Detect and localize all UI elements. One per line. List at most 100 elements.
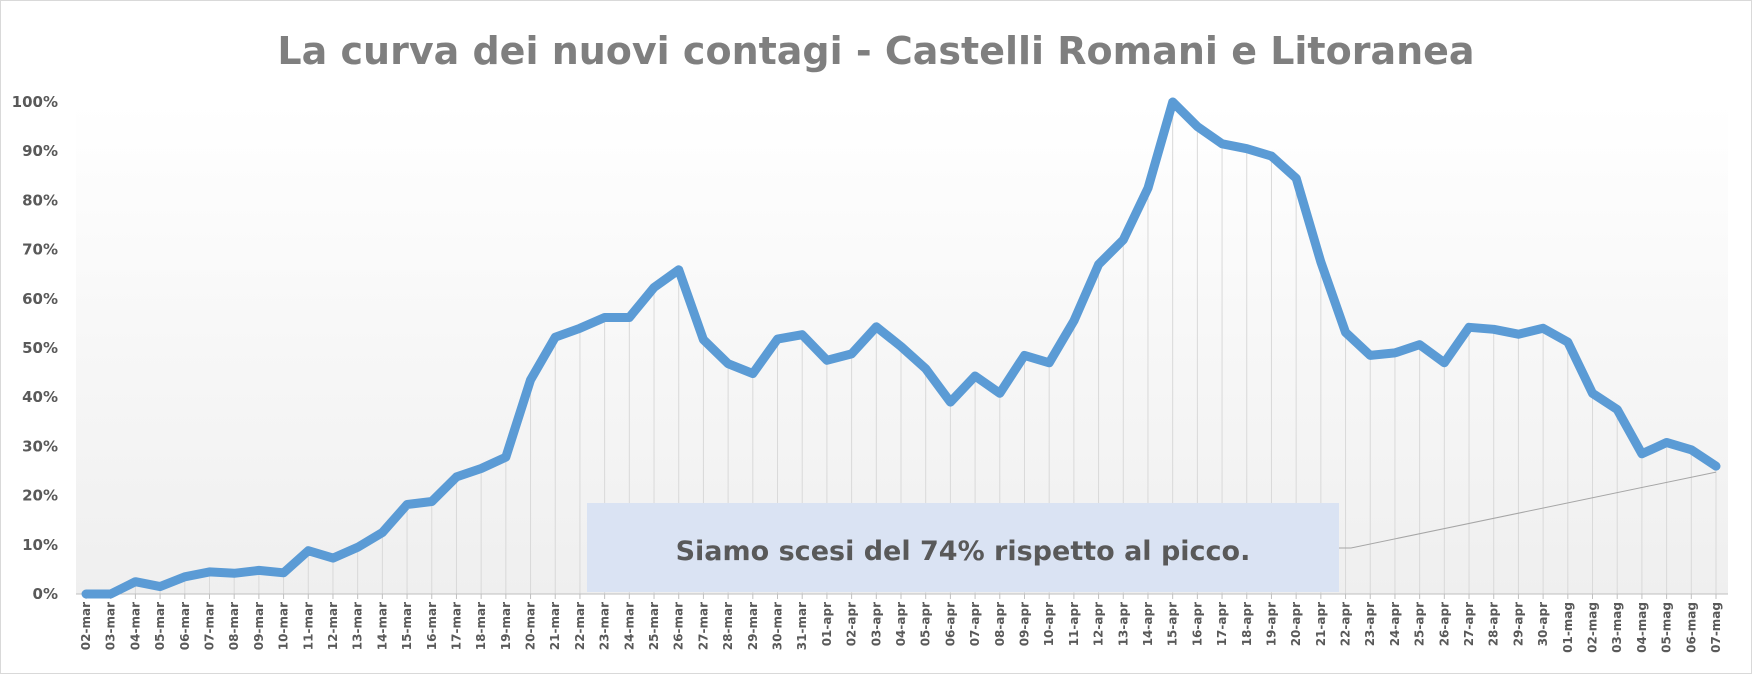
data-point — [1319, 260, 1323, 264]
x-tick-label: 06-mag — [1684, 602, 1698, 653]
x-tick-label: 25-mar — [647, 602, 661, 650]
data-point — [207, 570, 211, 574]
data-point — [1146, 186, 1150, 190]
data-point — [380, 531, 384, 534]
data-point — [1640, 452, 1644, 456]
x-tick-label: 21-mar — [548, 602, 562, 650]
x-tick-label: 17-apr — [1215, 602, 1229, 646]
data-point — [454, 475, 458, 479]
data-point — [578, 326, 582, 330]
x-tick-label: 13-apr — [1116, 602, 1130, 646]
x-tick-label: 09-apr — [1017, 602, 1031, 646]
x-tick-label: 12-apr — [1092, 602, 1106, 646]
data-point — [133, 580, 137, 584]
data-point — [504, 455, 508, 459]
data-point — [603, 315, 607, 319]
data-point — [1344, 330, 1348, 334]
annotation-leader-path — [1339, 471, 1717, 549]
data-point — [1072, 319, 1076, 323]
data-point — [1492, 327, 1496, 331]
data-point — [529, 378, 533, 382]
data-point — [1591, 391, 1595, 395]
y-tick-label: 40% — [22, 388, 58, 406]
x-tick-label: 02-mar — [79, 602, 93, 650]
data-point — [405, 502, 409, 506]
x-tick-label: 10-mar — [277, 602, 291, 650]
data-point — [1442, 361, 1446, 365]
data-point — [627, 315, 631, 319]
data-point — [1245, 147, 1249, 151]
data-point — [1393, 351, 1397, 355]
x-tick-label: 14-mar — [375, 602, 389, 650]
x-tick-label: 24-mar — [622, 602, 636, 650]
x-tick-label: 10-apr — [1042, 602, 1056, 646]
data-point — [1714, 464, 1718, 468]
data-point — [1566, 340, 1570, 344]
x-tick-label: 22-mar — [573, 602, 587, 650]
x-tick-label: 12-mar — [326, 602, 340, 650]
series-layer — [81, 97, 1721, 599]
x-tick-label: 28-apr — [1487, 602, 1501, 646]
data-point — [726, 362, 730, 366]
x-tick-label: 06-mar — [178, 602, 192, 650]
data-point — [257, 568, 261, 572]
x-tick-label: 24-apr — [1388, 602, 1402, 646]
x-tick-label: 27-mar — [696, 602, 710, 650]
x-tick-label: 18-apr — [1240, 602, 1254, 646]
x-tick-label: 06-apr — [943, 602, 957, 646]
data-point — [652, 285, 656, 289]
data-point — [1615, 408, 1619, 411]
data-point — [158, 585, 162, 589]
data-point — [1294, 176, 1298, 180]
x-tick-label: 03-mar — [104, 602, 118, 650]
x-tick-label: 23-apr — [1363, 602, 1377, 646]
data-point — [850, 352, 854, 356]
data-point — [800, 333, 804, 337]
x-tick-label: 23-mar — [598, 602, 612, 650]
data-point — [874, 325, 878, 329]
x-tick-label: 27-apr — [1462, 602, 1476, 646]
x-tick-label: 05-mar — [153, 602, 167, 650]
x-tick-label: 11-apr — [1067, 602, 1081, 646]
x-tick-label: 29-apr — [1511, 602, 1525, 646]
y-axis: 0% 10% 20% 30% 40% 50% 60% 70% 80% 90% 100% — [12, 93, 58, 603]
y-tick-label: 50% — [22, 339, 58, 357]
x-tick-label: 03-apr — [869, 602, 883, 646]
x-tick-label: 30-mar — [771, 602, 785, 650]
x-tick-label: 18-mar — [474, 602, 488, 650]
x-tick-label: 05-apr — [919, 602, 933, 646]
y-tick-label: 60% — [22, 290, 58, 308]
data-point — [1467, 325, 1471, 329]
x-tick-label: 14-apr — [1141, 602, 1155, 646]
x-tick-label: 08-mar — [227, 602, 241, 650]
x-tick-label: 20-apr — [1289, 602, 1303, 646]
y-tick-label: 70% — [22, 241, 58, 259]
data-point — [899, 345, 903, 349]
data-point — [84, 592, 88, 596]
data-point — [1121, 238, 1125, 242]
x-tick-label: 16-mar — [425, 602, 439, 650]
data-point — [948, 400, 952, 404]
data-point — [479, 467, 483, 471]
x-tick-label: 01-mag — [1561, 602, 1575, 653]
y-tick-label: 20% — [22, 487, 58, 505]
data-point — [1047, 361, 1051, 365]
data-point — [1022, 353, 1026, 357]
x-tick-label: 26-apr — [1437, 602, 1451, 646]
data-point — [553, 335, 557, 339]
y-tick-label: 30% — [22, 437, 58, 455]
x-tick-label: 19-mar — [499, 602, 513, 650]
x-tick-label: 30-apr — [1536, 602, 1550, 646]
chart-title: La curva dei nuovi contagi - Castelli Ro… — [277, 29, 1474, 73]
x-tick-label: 03-mag — [1610, 602, 1624, 653]
data-point — [924, 367, 928, 371]
x-tick-label: 15-apr — [1166, 602, 1180, 646]
x-tick-label: 07-mar — [202, 602, 216, 650]
x-tick-label: 04-mag — [1635, 602, 1649, 653]
x-tick-label: 28-mar — [721, 602, 735, 650]
x-tick-label: 04-apr — [894, 602, 908, 646]
data-point — [183, 575, 187, 579]
y-tick-label: 80% — [22, 191, 58, 209]
x-tick-label: 21-apr — [1314, 602, 1328, 646]
data-point — [109, 592, 113, 596]
